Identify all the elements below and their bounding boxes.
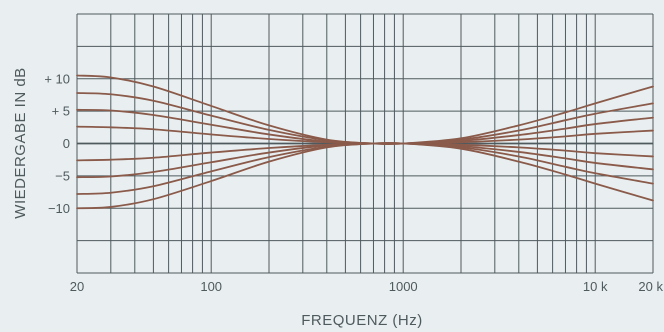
response-curves — [76, 74, 654, 210]
response-curve-8 — [76, 142, 654, 210]
x-tick-label: 20 k — [638, 279, 663, 294]
response-curve-3 — [76, 108, 654, 145]
y-tick-label: −5 — [55, 168, 70, 183]
x-tick-label: 10 k — [583, 279, 608, 294]
x-tick-label: 100 — [200, 279, 222, 294]
response-curve-6 — [76, 142, 654, 179]
x-axis-title: FREQUENZ (Hz) — [301, 312, 423, 329]
y-tick-label: 0 — [63, 136, 70, 151]
y-tick-label: + 10 — [44, 71, 70, 86]
x-tick-labels: 20 100 1000 10 k 20 k — [70, 279, 664, 294]
y-tick-labels: + 10 + 5 0 −5 −10 — [44, 71, 70, 216]
response-curve-1 — [76, 74, 654, 145]
y-tick-label: −10 — [48, 201, 70, 216]
y-axis-title: WIEDERGABE IN dB — [12, 67, 29, 218]
y-tick-label: + 5 — [52, 104, 70, 119]
x-tick-label: 1000 — [389, 279, 418, 294]
x-tick-label: 20 — [70, 279, 84, 294]
